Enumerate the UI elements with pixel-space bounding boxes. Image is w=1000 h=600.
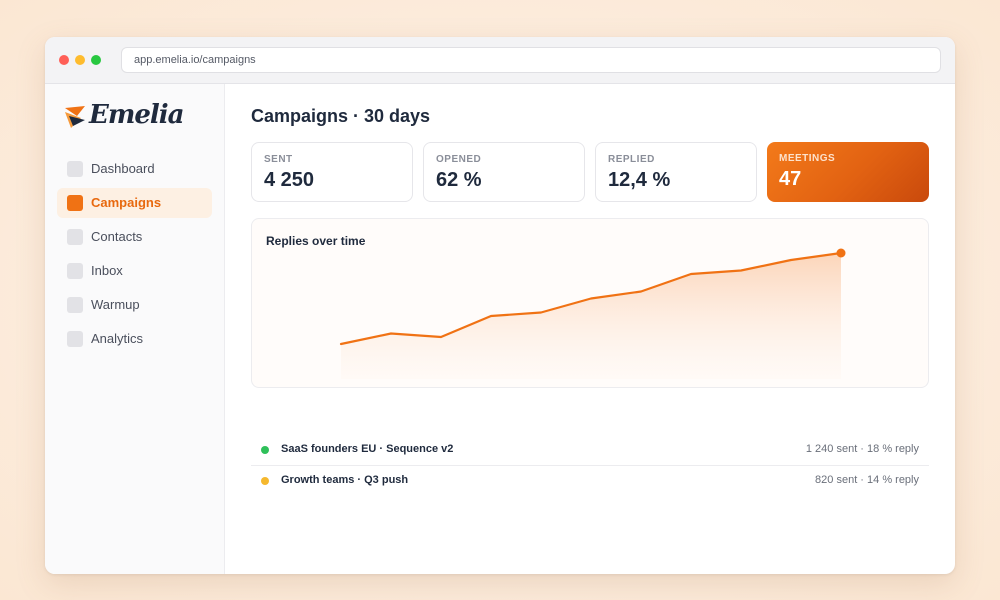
campaign-name: Growth teams · Q3 push	[281, 474, 409, 486]
chart-point-latest[interactable]	[836, 248, 846, 258]
status-dot	[261, 477, 269, 485]
replies-chart-card: Replies over time	[251, 218, 929, 388]
sidebar-item-label: Warmup	[91, 297, 140, 312]
stat-label: MEETINGS	[779, 153, 836, 164]
replies-chart	[339, 248, 846, 379]
contacts-icon	[67, 229, 83, 245]
sidebar-item-contacts[interactable]: Contacts	[57, 222, 212, 252]
main-content: Campaigns · 30 days SENT 4 250 OPENED 62…	[226, 84, 955, 574]
stat-card-opened[interactable]: OPENED 62 %	[423, 142, 585, 202]
sidebar-item-inbox[interactable]: Inbox	[57, 256, 212, 286]
address-bar[interactable]: app.emelia.io/campaigns	[121, 47, 941, 73]
chart-title: Replies over time	[266, 234, 366, 248]
sidebar-item-label: Contacts	[91, 229, 143, 244]
sidebar: Emelia Dashboard Campaigns Contacts Inbo…	[45, 84, 225, 574]
campaign-stats: 820 sent · 14 % reply	[815, 474, 919, 486]
stat-label: OPENED	[436, 154, 482, 165]
emelia-logo-icon	[65, 106, 85, 128]
inbox-icon	[67, 263, 83, 279]
analytics-icon	[67, 331, 83, 347]
dashboard-icon	[67, 161, 83, 177]
stat-value: 4 250	[264, 169, 315, 191]
sidebar-item-label: Inbox	[91, 263, 123, 278]
stat-card-sent[interactable]: SENT 4 250	[251, 142, 413, 202]
sidebar-item-label: Campaigns	[91, 195, 162, 210]
sidebar-item-label: Analytics	[91, 331, 144, 346]
stat-value: 12,4 %	[608, 169, 671, 191]
sidebar-item-analytics[interactable]: Analytics	[57, 324, 212, 354]
emelia-logo[interactable]: Emelia	[63, 100, 184, 134]
browser-window: app.emelia.io/campaigns Emelia Dashboard…	[45, 37, 955, 574]
close-window-button[interactable]	[59, 55, 69, 65]
warmup-icon	[67, 297, 83, 313]
sidebar-item-warmup[interactable]: Warmup	[57, 290, 212, 320]
stat-label: SENT	[264, 154, 293, 165]
stat-label: REPLIED	[608, 154, 655, 165]
stat-value: 47	[779, 168, 802, 190]
campaign-stats: 1 240 sent · 18 % reply	[805, 443, 919, 455]
stat-card-meetings[interactable]: MEETINGS 47	[767, 142, 929, 202]
maximize-window-button[interactable]	[91, 55, 101, 65]
campaign-row[interactable]: SaaS founders EU · Sequence v2 1 240 sen…	[251, 435, 929, 466]
campaign-row[interactable]: Growth teams · Q3 push 820 sent · 14 % r…	[251, 466, 929, 497]
sidebar-item-dashboard[interactable]: Dashboard	[57, 154, 212, 184]
page-title: Campaigns · 30 days	[251, 106, 431, 126]
campaigns-icon	[67, 195, 83, 211]
campaign-name: SaaS founders EU · Sequence v2	[281, 443, 454, 455]
replies-area-fill	[341, 253, 841, 379]
stat-card-replied[interactable]: REPLIED 12,4 %	[595, 142, 757, 202]
status-dot	[261, 446, 269, 454]
sidebar-item-campaigns[interactable]: Campaigns	[57, 188, 212, 218]
stat-value: 62 %	[436, 169, 482, 191]
logo-text: Emelia	[89, 100, 184, 130]
replies-line	[339, 251, 843, 346]
browser-titlebar: app.emelia.io/campaigns	[45, 37, 955, 84]
minimize-window-button[interactable]	[75, 55, 85, 65]
sidebar-item-label: Dashboard	[91, 161, 155, 176]
